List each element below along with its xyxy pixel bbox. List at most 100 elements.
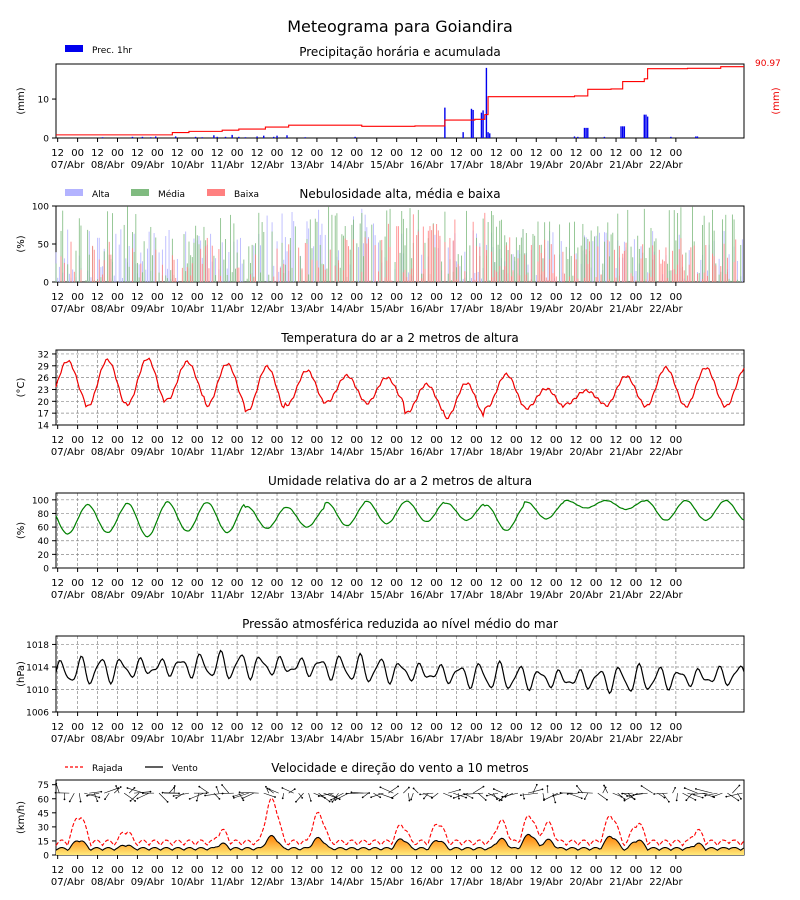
wind-arrow-head [603, 784, 605, 787]
cloud-mid-bar [339, 267, 341, 282]
wind-xtick-label: 00 [191, 865, 204, 876]
cloud-low-bar [427, 230, 429, 282]
wind-panel: Velocidade e direção do vento a 10 metro… [16, 761, 745, 888]
precip-date-label: 14/Abr [330, 160, 364, 171]
cloud-high-bar [166, 268, 168, 282]
cloud-mid-bar [725, 214, 727, 282]
wind-arrow-head [546, 785, 549, 787]
cloud-low-bar [276, 248, 278, 282]
cloud-low-bar [673, 269, 675, 282]
temp-date-label: 20/Abr [569, 447, 603, 458]
cloud-low-bar [108, 241, 110, 282]
precip-xtick-label: 12 [211, 148, 224, 159]
temp-date-label: 19/Abr [530, 447, 564, 458]
wind-xtick-label: 12 [610, 865, 623, 876]
precip-bar [472, 109, 474, 138]
cloud-low-bar [402, 272, 404, 282]
cloud-mid-bar [499, 220, 501, 282]
cloud-high-bar [728, 254, 730, 282]
wind-arrow-head [361, 796, 364, 799]
cloud-mid-bar [198, 244, 200, 282]
wind-arrow-head [694, 799, 697, 801]
wind-direction-arrow [578, 792, 593, 794]
humidity-xtick-label: 00 [550, 578, 563, 589]
cloud-mid-bar [62, 210, 64, 282]
precip-bar [141, 136, 144, 138]
wind-direction-arrow [682, 792, 696, 801]
cloud-ytick-label: 0 [43, 279, 49, 289]
wind-arrow-head [309, 799, 312, 802]
wind-direction-arrow [269, 788, 279, 794]
precip-xtick-label: 12 [330, 148, 343, 159]
temp-xtick-label: 12 [131, 435, 144, 446]
cloud-mid-bar [504, 235, 506, 282]
cloud-high-bar [253, 245, 255, 282]
humidity-date-label: 12/Abr [250, 590, 284, 601]
cloud-xtick-label: 00 [111, 292, 124, 303]
legend-vento-label: Vento [172, 764, 198, 774]
cloud-mid-bar [677, 213, 679, 282]
humidity-xtick-label: 12 [370, 578, 383, 589]
temp-ytick-label: 14 [38, 422, 50, 432]
cloud-panel: Nebulosidade alta, média e baixa 0 50 100 (%… [16, 187, 745, 315]
cloud-mid-bar [617, 213, 619, 282]
wind-arrow-head [412, 787, 415, 790]
cloud-mid-bar [166, 278, 168, 282]
cloud-high-bar [736, 260, 738, 282]
wind-direction-arrow [502, 792, 519, 798]
pressure-xtick-label: 12 [610, 722, 623, 733]
cloud-mid-bar [336, 213, 338, 282]
wind-xtick-label: 12 [91, 865, 104, 876]
temp-xtick-label: 00 [390, 435, 403, 446]
cloud-high-bar [120, 229, 122, 282]
temp-title: Temperatura do ar a 2 metros de altura [280, 331, 519, 345]
precip-date-label: 12/Abr [250, 160, 284, 171]
wind-direction-arrow [641, 785, 653, 794]
humidity-date-label: 14/Abr [330, 590, 364, 601]
wind-direction-arrow [726, 792, 743, 797]
wind-arrow-head [188, 797, 191, 800]
pressure-frame [55, 635, 745, 713]
cloud-high-bar [560, 241, 562, 282]
humidity-xtick-label: 00 [510, 578, 523, 589]
pressure-ytick-label: 1006 [26, 709, 49, 719]
wind-direction-arrow [113, 786, 121, 794]
cloud-low-bar [486, 250, 487, 282]
wind-xtick-label: 00 [630, 865, 643, 876]
pressure-xtick-label: 00 [231, 722, 244, 733]
wind-arrow-head [712, 795, 714, 798]
wind-arrow-head [501, 795, 504, 798]
precip-bar [238, 136, 240, 138]
cloud-mid-bar [441, 261, 443, 282]
wind-direction-arrow [199, 786, 210, 794]
wind-arrow-head [606, 798, 608, 801]
cloud-low-bar [499, 266, 501, 282]
precip-date-label: 22/Abr [649, 160, 683, 171]
pressure-xtick-label: 12 [450, 722, 463, 733]
wind-arrow-head [195, 799, 198, 802]
wind-direction-arrow [55, 783, 60, 794]
cloud-high-bar [67, 229, 69, 282]
precip-bar [470, 108, 473, 138]
cloud-mid-bar [299, 256, 301, 282]
wind-direction-arrow [93, 793, 98, 802]
pressure-panel: Pressão atmosférica reduzida ao nível mé… [16, 617, 745, 745]
humidity-date-label: 10/Abr [171, 590, 205, 601]
humidity-date-label: 20/Abr [569, 590, 603, 601]
pressure-date-label: 16/Abr [410, 734, 444, 745]
wind-xtick-label: 00 [111, 865, 124, 876]
cloud-mid-bar [386, 210, 388, 282]
wind-arrow-head [331, 800, 334, 803]
pressure-xtick-label: 00 [111, 722, 124, 733]
cloud-low-bar [329, 249, 331, 282]
cloud-mid-bar [196, 235, 198, 282]
cloud-low-bar [422, 226, 424, 282]
temp-xtick-label: 12 [211, 435, 224, 446]
precip-date-label: 13/Abr [290, 160, 324, 171]
cloud-mid-bar [482, 218, 484, 282]
cloud-title: Nebulosidade alta, média e baixa [299, 187, 500, 201]
wind-xtick-label: 00 [669, 865, 682, 876]
cloud-mid-bar [549, 221, 551, 282]
wind-arrow-head [293, 788, 296, 791]
cloud-low-bar [102, 274, 104, 282]
